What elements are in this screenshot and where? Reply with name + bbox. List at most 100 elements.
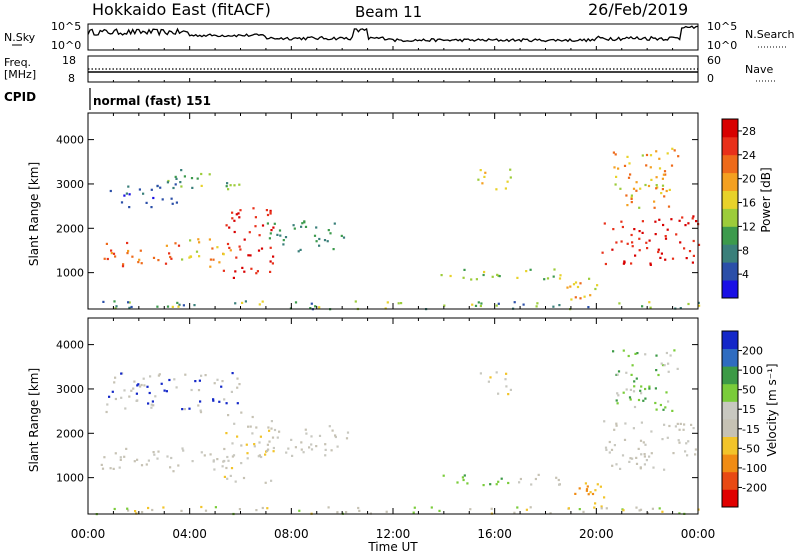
power-cell — [179, 181, 182, 184]
velocity-cell — [246, 452, 249, 455]
power-cell — [260, 247, 264, 250]
velocity-cell — [549, 512, 552, 515]
power-cell — [474, 304, 478, 307]
power-cell — [683, 247, 686, 250]
power-cell — [142, 192, 145, 195]
velocity-cell — [495, 371, 498, 374]
power-cell — [604, 262, 607, 266]
power-cell — [266, 213, 270, 217]
velocity-cell — [636, 352, 639, 355]
velocity-cell — [632, 390, 636, 393]
power-cell — [327, 229, 330, 232]
velocity-cell — [212, 398, 215, 401]
velocity-cell — [108, 395, 111, 398]
power-cell — [639, 187, 642, 190]
power-cell — [130, 305, 133, 309]
power-cell — [152, 256, 156, 259]
power-cell — [238, 245, 241, 248]
velocity-cell — [230, 390, 233, 393]
power-cell — [386, 301, 389, 304]
velocity-cell — [188, 407, 191, 410]
power-colorbar-swatch — [722, 119, 738, 138]
velocity-cell — [165, 390, 168, 393]
power-cell — [127, 185, 130, 188]
power-cell — [171, 305, 174, 308]
freq-tick-bottom: 8 — [68, 72, 75, 85]
velocity-cell — [678, 512, 681, 515]
velocity-cell — [651, 507, 654, 510]
power-colorbar-tick-label: 4 — [742, 268, 749, 281]
velocity-cell — [616, 392, 619, 395]
velocity-cell — [258, 441, 261, 444]
power-colorbar-tick-label: 24 — [742, 149, 756, 162]
velocity-cell — [462, 478, 465, 482]
power-cell — [188, 256, 191, 259]
velocity-cell — [578, 487, 581, 490]
power-cell — [127, 249, 130, 253]
power-cell — [638, 206, 641, 209]
power-cell — [495, 188, 498, 191]
velocity-cell — [223, 475, 226, 478]
velocity-cell — [497, 480, 500, 483]
velocity-cell — [120, 396, 123, 399]
power-cell — [314, 305, 317, 308]
velocity-cell — [149, 375, 152, 378]
power-cell — [198, 241, 201, 244]
velocity-panel: 1000 2000 3000 4000 Slant Range [km] 200 100… — [27, 317, 779, 516]
velocity-cell — [633, 380, 636, 383]
velocity-y-tick-label: 1000 — [56, 472, 84, 485]
velocity-cell — [655, 369, 658, 372]
velocity-cell — [615, 373, 618, 376]
power-cell — [233, 184, 236, 187]
power-colorbar-swatch — [722, 190, 738, 209]
power-cell — [248, 231, 251, 234]
power-cell — [318, 244, 321, 247]
power-cell — [463, 268, 466, 271]
power-cell — [169, 255, 172, 259]
power-cell — [128, 301, 131, 304]
velocity-cell — [679, 422, 682, 425]
velocity-cell — [640, 392, 643, 395]
power-cell — [681, 216, 684, 219]
power-cell — [211, 247, 214, 250]
power-cell — [516, 276, 519, 279]
velocity-cell — [141, 511, 144, 514]
velocity-cell — [140, 383, 143, 387]
velocity-cell — [240, 411, 243, 414]
power-cell — [247, 254, 250, 257]
power-cell — [509, 168, 512, 171]
x-tick-label: 04:00 — [172, 527, 207, 541]
power-cell — [477, 178, 480, 181]
velocity-cell — [611, 464, 614, 467]
velocity-cell — [655, 408, 658, 411]
power-cell — [664, 235, 667, 238]
velocity-cell — [160, 382, 163, 385]
velocity-cell — [270, 479, 273, 482]
power-cell — [513, 301, 516, 304]
power-cell — [340, 234, 343, 237]
power-cell — [255, 272, 258, 275]
velocity-cell — [357, 506, 360, 510]
power-cell — [164, 262, 168, 265]
power-cell — [120, 201, 124, 204]
velocity-colorbar-swatch — [722, 489, 738, 508]
power-cell — [655, 187, 658, 190]
velocity-cell — [358, 509, 361, 512]
power-cell — [631, 241, 634, 244]
velocity-cell — [308, 446, 311, 449]
power-cell — [497, 274, 500, 277]
velocity-cell — [513, 511, 516, 514]
power-cell — [626, 242, 629, 245]
velocity-cell — [442, 474, 445, 477]
power-cell — [152, 196, 155, 200]
velocity-cell — [229, 474, 232, 477]
power-cell — [535, 305, 538, 308]
power-cell — [613, 166, 616, 169]
velocity-cell — [345, 437, 349, 440]
power-cell — [282, 239, 285, 242]
power-cell — [256, 270, 259, 273]
velocity-cell — [273, 428, 277, 432]
power-cell — [237, 212, 240, 215]
velocity-cell — [287, 447, 290, 450]
power-cell — [685, 257, 688, 260]
